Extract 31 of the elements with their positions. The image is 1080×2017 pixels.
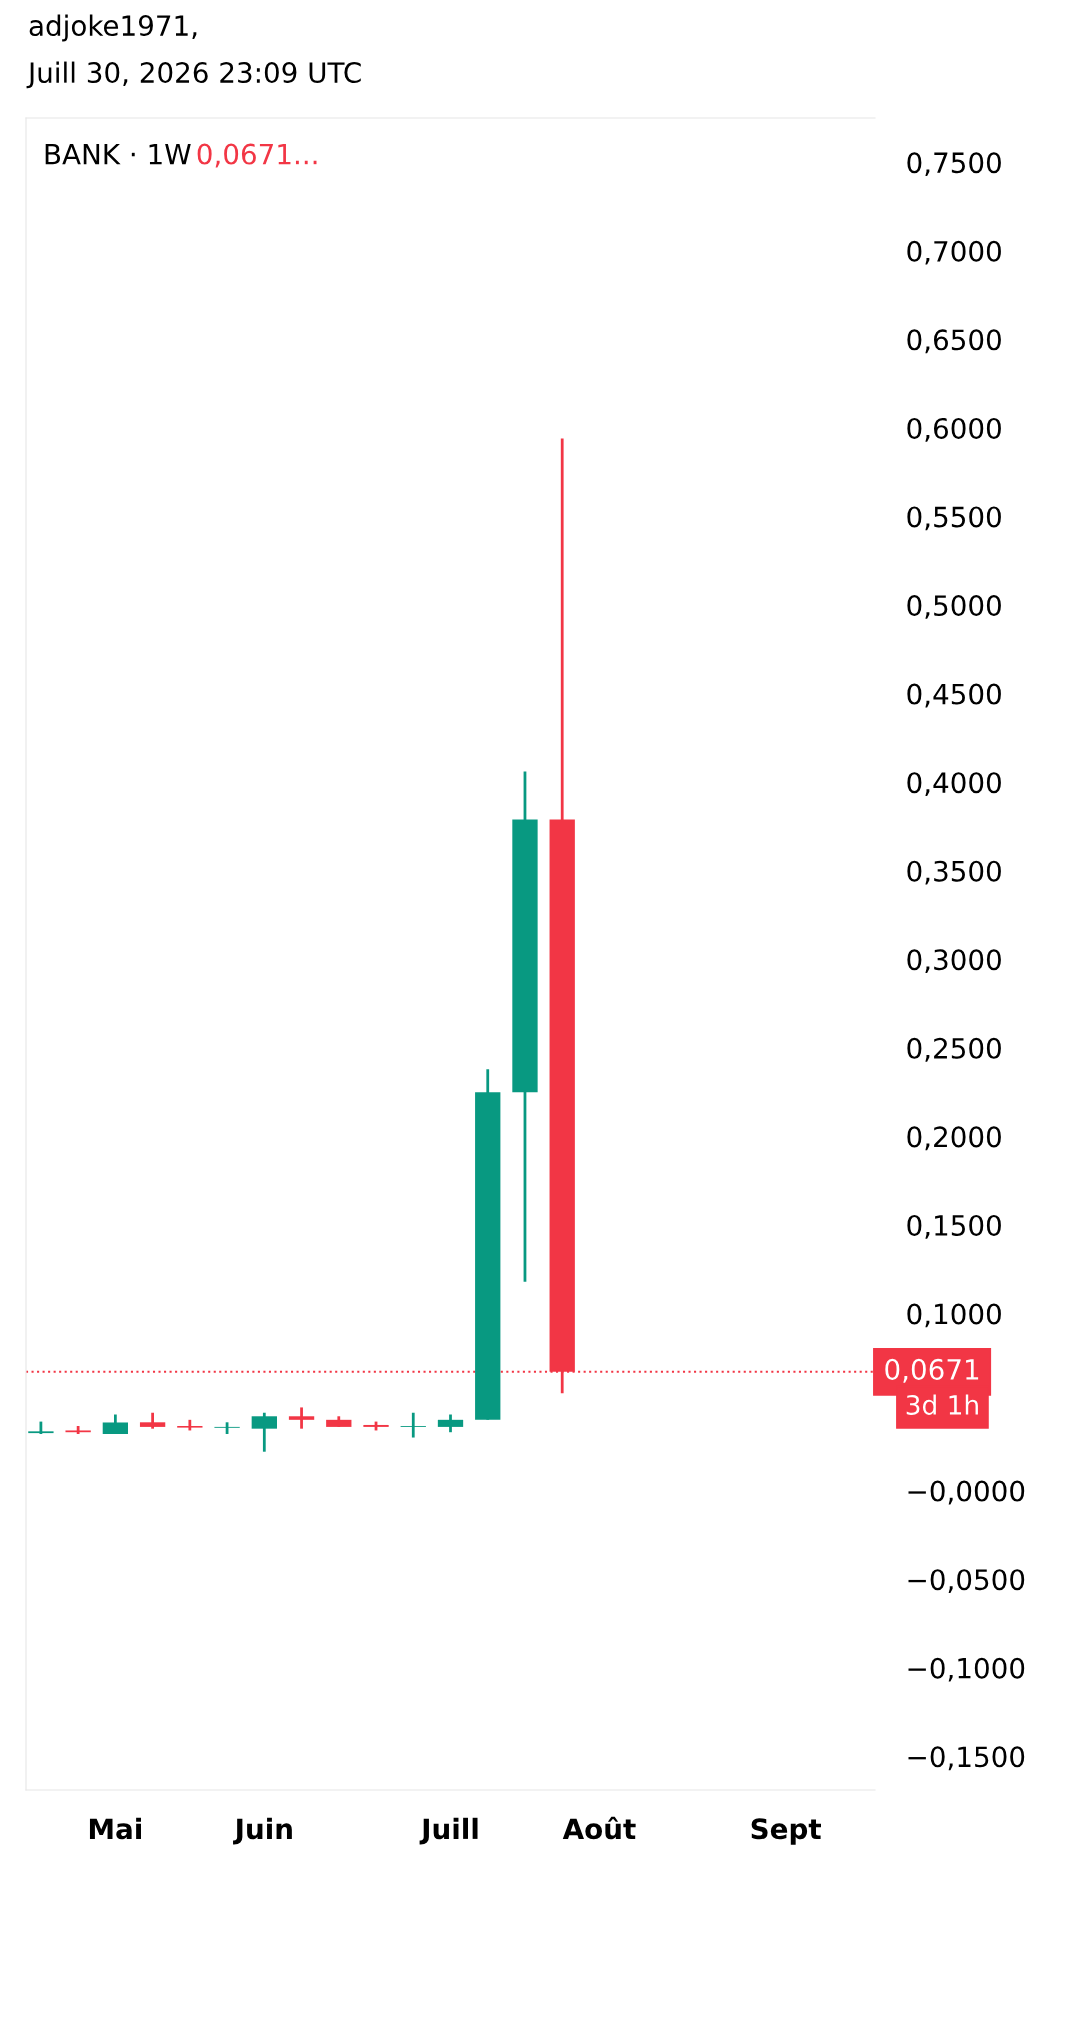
y-tick-label: 0,7500 [907, 152, 1001, 177]
text: 3d 1h [906, 1394, 978, 1415]
y-tick-label: 0,6000 [907, 417, 1001, 442]
text: 0,0671... [197, 143, 317, 168]
y-tick-label: 0,5500 [907, 506, 1001, 531]
y-tick-label: 0,4500 [907, 683, 1001, 708]
x-tick-label: Juin [233, 1817, 292, 1845]
x-tick-label: Sept [751, 1818, 821, 1845]
text: Juill 30, 2026 23:09 UTC [26, 61, 361, 89]
y-tick-label: 0,4000 [907, 772, 1001, 796]
y-tick-label: 0,2500 [907, 1037, 1001, 1062]
y-tick-label: −0,1500 [908, 1746, 1025, 1771]
y-tick-label: −0,1000 [908, 1657, 1025, 1682]
y-tick-label: 0,1500 [907, 1214, 1001, 1239]
x-tick-label: Mai [89, 1817, 141, 1840]
y-tick-label: 0,3000 [907, 949, 1001, 974]
y-tick-label: 0,2000 [907, 1126, 1001, 1151]
x-tick-label: Août [562, 1816, 636, 1840]
y-tick-label: 0,7000 [907, 240, 1001, 265]
y-tick-label: 0,1000 [907, 1303, 1001, 1328]
y-tick-label: −0,0500 [908, 1569, 1025, 1594]
text: adjoke1971, [29, 14, 197, 42]
candlestick [400, 1411, 426, 1439]
y-tick-label: 0,3500 [907, 860, 1001, 885]
text: BANK · 1W [45, 143, 191, 165]
candlestick [288, 1406, 315, 1431]
y-tick-label: 0,5000 [907, 595, 1001, 619]
y-tick-label: −0,0000 [908, 1480, 1025, 1505]
x-tick-label: Juill [419, 1817, 478, 1845]
y-tick-label: 0,6500 [907, 329, 1001, 354]
ref-line-label: 0,0671 [885, 1358, 979, 1383]
